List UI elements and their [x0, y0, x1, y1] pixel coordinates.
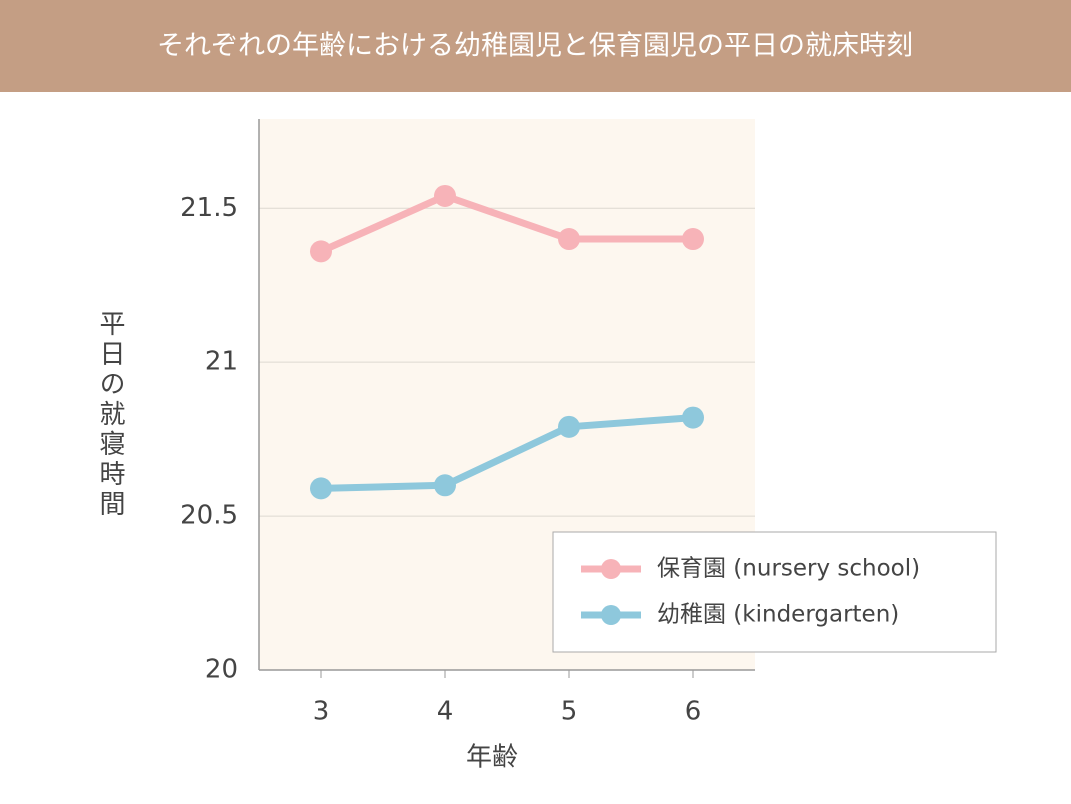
legend-marker: [601, 559, 621, 579]
y-tick-label: 21.5: [180, 193, 238, 223]
y-tick-label: 21: [205, 347, 238, 377]
legend-marker: [601, 605, 621, 625]
x-tick-label: 5: [561, 697, 578, 727]
legend-label: 幼稚園 (kindergarten): [657, 602, 899, 628]
y-tick-label: 20: [205, 655, 238, 685]
x-axis-label: 年齢: [466, 743, 518, 773]
x-tick-label: 3: [313, 697, 330, 727]
x-tick-label: 4: [437, 697, 454, 727]
chart-title: それぞれの年齢における幼稚園児と保育園児の平日の就床時刻: [157, 31, 913, 62]
legend-label: 保育園 (nursery school): [657, 556, 920, 582]
x-tick-label: 6: [685, 697, 702, 727]
point: [434, 184, 456, 207]
series-line: [319, 192, 693, 255]
point: [558, 228, 580, 251]
point: [682, 228, 704, 251]
point: [310, 240, 332, 263]
point: [682, 406, 704, 429]
legend-box: [552, 531, 997, 653]
point: [434, 474, 456, 497]
point: [310, 477, 332, 500]
series-line: [320, 414, 694, 492]
header-band: [0, 0, 1071, 92]
y-tick-label: 20.5: [180, 501, 238, 531]
point: [558, 415, 580, 438]
y-axis-label: 平日の就寝時間: [95, 310, 125, 520]
